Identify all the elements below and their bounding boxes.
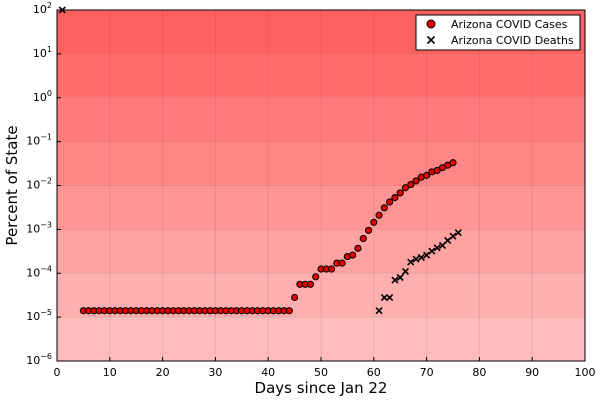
x-tick-label: 30: [208, 366, 222, 379]
background-band: [57, 185, 585, 230]
x-tick-label: 10: [103, 366, 117, 379]
background-bands: [57, 10, 585, 361]
y-axis-ticks: 10−6 10−5 10−4 10−3 10−2 10−1 100 101 102: [26, 1, 61, 367]
deaths-point: [449, 232, 457, 240]
cases-point: [412, 177, 420, 185]
y-tick-label: 101: [33, 45, 52, 60]
deaths-point: [396, 273, 404, 282]
deaths-point: [380, 293, 388, 302]
deaths-point: [375, 307, 383, 315]
legend-cases-label: Arizona COVID Cases: [451, 18, 568, 31]
deaths-point: [433, 244, 441, 252]
cases-point: [291, 293, 299, 302]
legend-deaths-marker: [426, 35, 436, 45]
y-tick-label: 10−3: [26, 220, 52, 235]
legend-deaths-label: Arizona COVID Deaths: [451, 34, 574, 47]
cases-point: [327, 265, 336, 273]
x-tick-label: 0: [54, 366, 61, 379]
cases-point: [396, 189, 404, 197]
cases-point: [401, 184, 410, 192]
x-tick-label: 100: [575, 366, 596, 379]
deaths-point: [423, 251, 431, 259]
background-band: [57, 97, 585, 142]
y-tick-label: 102: [33, 1, 52, 16]
y-tick-label: 100: [33, 89, 52, 104]
legend: Arizona COVID Cases Arizona COVID Deaths: [415, 14, 581, 51]
x-tick-label: 90: [525, 366, 539, 379]
background-band: [57, 317, 585, 361]
legend-cases-marker: [426, 19, 436, 29]
cases-point: [349, 251, 357, 259]
y-tick-label: 10−4: [26, 264, 52, 279]
cases-point: [423, 171, 431, 179]
deaths-point: [417, 253, 425, 261]
cases-point: [380, 204, 388, 212]
cases-series: [79, 159, 457, 315]
y-axis-label: Percent of State: [3, 125, 21, 245]
y-tick-label: 10−5: [26, 308, 52, 323]
cases-point: [359, 234, 367, 243]
deaths-series: [58, 6, 462, 315]
cases-point: [306, 280, 315, 288]
y-tick-label: 10−1: [26, 133, 52, 148]
x-tick-label: 50: [314, 366, 328, 379]
x-tick-label: 70: [420, 366, 434, 379]
cases-point: [285, 307, 293, 315]
background-band: [57, 53, 585, 98]
cases-point: [449, 159, 457, 167]
x-axis-label: Days since Jan 22: [255, 379, 388, 397]
x-tick-label: 80: [472, 366, 486, 379]
x-tick-label: 60: [367, 366, 381, 379]
x-axis-ticks: 0 10 20 30 40 50 60 70 80 90 100: [54, 357, 596, 379]
cases-point: [354, 244, 362, 252]
deaths-point: [412, 255, 420, 263]
deaths-point: [386, 293, 394, 302]
cases-point: [375, 211, 383, 219]
cases-point: [370, 218, 378, 226]
deaths-point: [454, 229, 462, 237]
legend-box: [415, 14, 581, 51]
cases-point: [338, 259, 346, 267]
deaths-point: [438, 241, 447, 250]
deaths-point: [58, 6, 66, 14]
deaths-point: [401, 267, 410, 275]
cases-point: [407, 180, 415, 189]
cases-point: [391, 193, 399, 202]
deaths-point: [391, 276, 399, 284]
cases-point: [386, 198, 394, 206]
y-tick-label: 10−2: [26, 177, 52, 192]
cases-point: [364, 226, 373, 234]
deaths-point: [407, 258, 415, 266]
y-tick-label: 10−6: [26, 352, 52, 367]
x-tick-label: 20: [156, 366, 170, 379]
x-tick-label: 40: [261, 366, 275, 379]
background-band: [57, 141, 585, 186]
cases-point: [312, 273, 320, 281]
deaths-point: [428, 247, 436, 255]
